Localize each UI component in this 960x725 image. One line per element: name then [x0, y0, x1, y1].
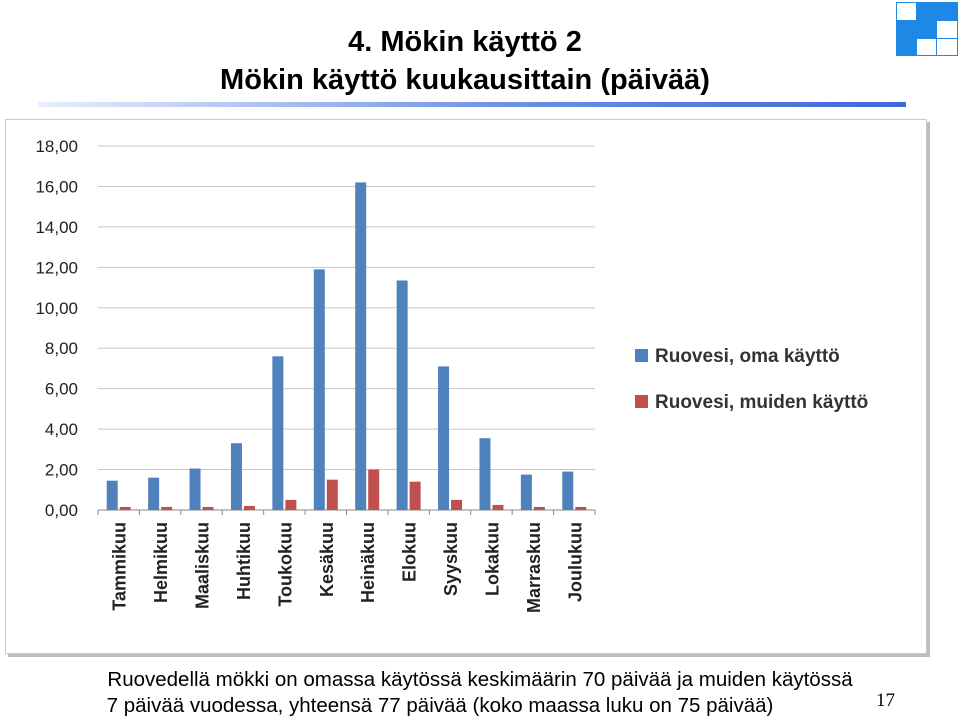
- slide-subtitle: Mökin käyttö kuukausittain (päivää): [220, 64, 710, 96]
- bar-muiden: [243, 505, 255, 510]
- x-tick-label: Huhtikuu: [234, 522, 254, 600]
- x-tick-label: Toukokuu: [275, 522, 295, 607]
- bar-muiden: [451, 499, 463, 510]
- y-tick-label: 4,00: [45, 420, 78, 439]
- y-tick-label: 14,00: [35, 218, 78, 237]
- bar-oma: [313, 269, 325, 510]
- bar-muiden: [409, 481, 421, 510]
- x-tick-label: Marraskuu: [524, 522, 544, 613]
- bar-oma: [438, 366, 450, 510]
- x-tick-label: Maaliskuu: [193, 522, 213, 609]
- chart-frame: [5, 119, 927, 654]
- bar-oma: [520, 474, 532, 510]
- bar-muiden: [533, 506, 545, 510]
- title-divider: [38, 102, 906, 107]
- page-number: 17: [876, 690, 895, 711]
- bar-muiden: [161, 506, 173, 510]
- legend-swatch: [635, 395, 648, 408]
- x-tick-label: Heinäkuu: [358, 522, 378, 603]
- y-tick-label: 16,00: [35, 177, 78, 196]
- bar-oma: [272, 356, 284, 510]
- y-tick-label: 18,00: [35, 137, 78, 156]
- x-tick-label: Joulukuu: [565, 522, 585, 602]
- bar-oma: [355, 182, 367, 510]
- legend-swatch: [635, 349, 648, 362]
- caption-line-1: Ruovedellä mökki on omassa käytössä kesk…: [107, 668, 853, 691]
- legend-label: Ruovesi, oma käyttö: [655, 346, 840, 367]
- bar-oma: [479, 438, 491, 510]
- bar-chart: 0,00 2,00 4,00 6,00 8,00 10,00 12,00 14,00 16,00…: [35, 137, 868, 613]
- bar-muiden: [326, 479, 338, 510]
- bar-oma: [148, 477, 160, 510]
- bar-oma: [230, 443, 242, 510]
- y-tick-label: 12,00: [35, 258, 78, 277]
- y-tick-label: 10,00: [35, 299, 78, 318]
- caption-line-2: 7 päivää vuodessa, yhteensä 77 päivää (k…: [106, 694, 774, 717]
- bar-muiden: [119, 506, 131, 510]
- y-tick-label: 8,00: [45, 339, 78, 358]
- bar-oma: [562, 471, 574, 510]
- y-tick-label: 2,00: [45, 461, 78, 480]
- bar-muiden: [575, 506, 587, 510]
- bar-muiden: [492, 504, 504, 510]
- x-tick-label: Lokakuu: [482, 522, 502, 596]
- x-tick-label: Elokuu: [400, 522, 420, 582]
- y-tick-label: 6,00: [45, 380, 78, 399]
- y-tick-label: 0,00: [45, 501, 78, 520]
- x-tick-label: Helmikuu: [151, 522, 171, 603]
- legend-label: Ruovesi, muiden käyttö: [655, 392, 868, 413]
- bar-muiden: [368, 469, 380, 510]
- x-tick-label: Syyskuu: [441, 522, 461, 596]
- logo-grid-icon: [896, 2, 958, 56]
- bar-oma: [396, 280, 408, 510]
- x-tick-label: Tammikuu: [110, 522, 130, 611]
- slide-title: 4. Mökin käyttö 2: [348, 26, 582, 58]
- bar-muiden: [285, 499, 297, 510]
- bar-muiden: [202, 506, 214, 510]
- bar-oma: [189, 468, 201, 510]
- bar-oma: [106, 480, 118, 510]
- x-tick-label: Kesäkuu: [317, 522, 337, 597]
